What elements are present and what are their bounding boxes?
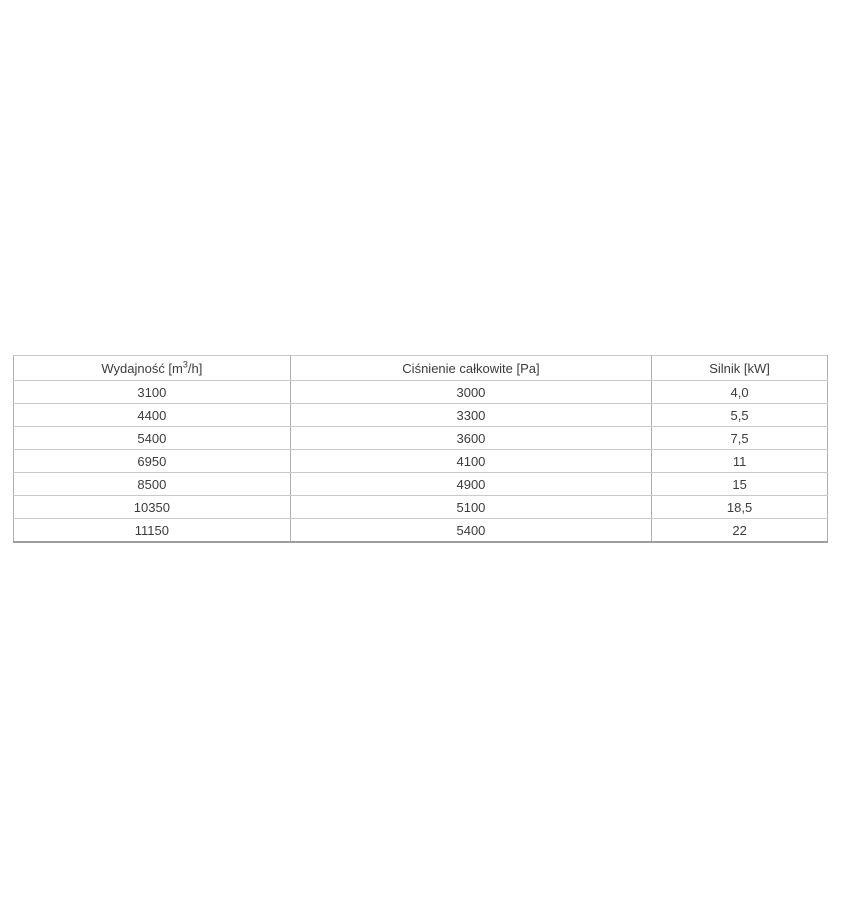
cell-wydajnosc: 10350 bbox=[13, 495, 291, 519]
cell-cisnienie: 3300 bbox=[289, 403, 653, 427]
cell-wydajnosc: 4400 bbox=[13, 403, 291, 427]
cell-cisnienie: 3600 bbox=[289, 426, 653, 450]
col-header-wydajnosc-text: Wydajność [m bbox=[101, 360, 183, 376]
table-row: 4400 3300 5,5 bbox=[13, 403, 828, 427]
table-row: 11150 5400 22 bbox=[13, 518, 828, 543]
col-header-wydajnosc: Wydajność [m3/h] bbox=[13, 355, 291, 381]
cell-cisnienie: 3000 bbox=[289, 380, 653, 404]
table-row: 6950 4100 11 bbox=[13, 449, 828, 473]
header-row: Wydajność [m3/h] Ciśnienie całkowite [Pa… bbox=[13, 355, 828, 381]
table-row: 10350 5100 18,5 bbox=[13, 495, 828, 519]
cell-silnik: 18,5 bbox=[651, 495, 828, 519]
cell-silnik: 5,5 bbox=[651, 403, 828, 427]
cell-wydajnosc: 6950 bbox=[13, 449, 291, 473]
table-row: 8500 4900 15 bbox=[13, 472, 828, 496]
cell-cisnienie: 5400 bbox=[289, 518, 653, 543]
cell-silnik: 22 bbox=[651, 518, 828, 543]
cell-cisnienie: 5100 bbox=[289, 495, 653, 519]
cell-wydajnosc: 8500 bbox=[13, 472, 291, 496]
cell-silnik: 7,5 bbox=[651, 426, 828, 450]
col-header-wydajnosc-unit: /h] bbox=[187, 360, 203, 376]
table-row: 5400 3600 7,5 bbox=[13, 426, 828, 450]
cell-silnik: 4,0 bbox=[651, 380, 828, 404]
cell-cisnienie: 4100 bbox=[289, 449, 653, 473]
cell-silnik: 15 bbox=[651, 472, 828, 496]
cell-wydajnosc: 11150 bbox=[13, 518, 291, 543]
cell-silnik: 11 bbox=[651, 449, 828, 473]
cell-wydajnosc: 3100 bbox=[13, 380, 291, 404]
col-header-cisnienie: Ciśnienie całkowite [Pa] bbox=[289, 355, 653, 381]
spec-table: Wydajność [m3/h] Ciśnienie całkowite [Pa… bbox=[13, 355, 828, 543]
col-header-wydajnosc-superscript: 3 bbox=[182, 359, 188, 370]
cell-wydajnosc: 5400 bbox=[13, 426, 291, 450]
col-header-silnik: Silnik [kW] bbox=[651, 355, 828, 381]
table-row: 3100 3000 4,0 bbox=[13, 380, 828, 404]
cell-cisnienie: 4900 bbox=[289, 472, 653, 496]
col-header-silnik-text: Silnik [kW] bbox=[709, 360, 770, 376]
col-header-cisnienie-text: Ciśnienie całkowite [Pa] bbox=[402, 360, 540, 376]
spec-table-container: Wydajność [m3/h] Ciśnienie całkowite [Pa… bbox=[13, 355, 828, 543]
